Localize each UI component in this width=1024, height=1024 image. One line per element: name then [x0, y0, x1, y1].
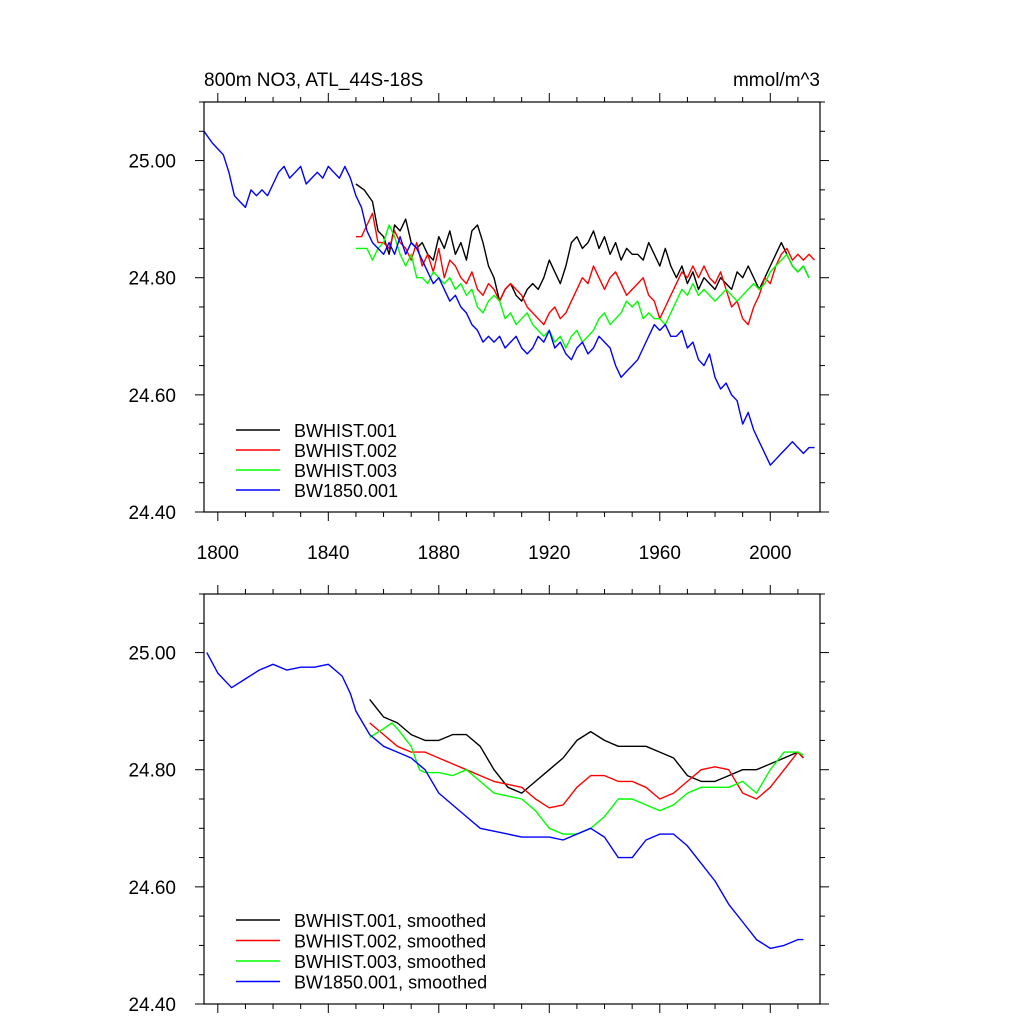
y-tick-label: 25.00: [128, 644, 176, 665]
legend-label: BW1850.001, smoothed: [294, 973, 487, 993]
series-line-bw1850-001: [203, 130, 815, 466]
series-line-bwhist-003: [355, 224, 810, 349]
series-line-bw1850-001-smoothed: [206, 652, 804, 950]
legend-label: BWHIST.001: [294, 421, 397, 441]
series-line-bwhist-001: [355, 183, 810, 302]
x-tick-label: 2000: [749, 543, 791, 564]
y-tick-label: 24.80: [128, 761, 176, 782]
legend-label: BW1850.001: [294, 481, 398, 501]
series-line-bwhist-002: [355, 212, 816, 326]
y-tick-label: 24.60: [128, 878, 176, 899]
series-line-bwhist-002-smoothed: [369, 722, 804, 809]
x-tick-label: 1840: [307, 543, 349, 564]
legend-label: BWHIST.003: [294, 461, 397, 481]
top-series-layer: [203, 130, 816, 466]
top-ticks-layer: 1800 1840 1880 1920 1960 2000 24.40 24.60 24.80 2…: [128, 93, 829, 564]
x-tick-label: 1800: [197, 543, 239, 564]
top-panel: 800m NO3, ATL_44S-18S mmol/m^3 1800 1840 1…: [128, 70, 829, 564]
bottom-panel: 24.40 24.60 24.80 25.00 BWHIST.001, smoothe…: [128, 585, 829, 1016]
x-tick-label: 1960: [639, 543, 681, 564]
y-tick-label: 24.60: [128, 386, 176, 407]
series-line-bwhist-001-smoothed: [369, 698, 804, 794]
y-tick-label: 24.40: [128, 995, 176, 1016]
legend-label: BWHIST.002: [294, 441, 397, 461]
y-tick-label: 25.00: [128, 152, 176, 173]
y-tick-label: 24.40: [128, 503, 176, 524]
top-chart-title: 800m NO3, ATL_44S-18S: [204, 70, 423, 91]
legend-label: BWHIST.002, smoothed: [294, 932, 486, 952]
x-tick-label: 1920: [528, 543, 570, 564]
bottom-series-layer: [206, 652, 804, 950]
legend-label: BWHIST.001, smoothed: [294, 911, 486, 931]
legend-label: BWHIST.003, smoothed: [294, 952, 486, 972]
y-tick-label: 24.80: [128, 269, 176, 290]
top-chart-units: mmol/m^3: [733, 70, 820, 91]
bottom-ticks-layer: 24.40 24.60 24.80 25.00: [128, 585, 829, 1016]
x-tick-label: 1880: [418, 543, 460, 564]
